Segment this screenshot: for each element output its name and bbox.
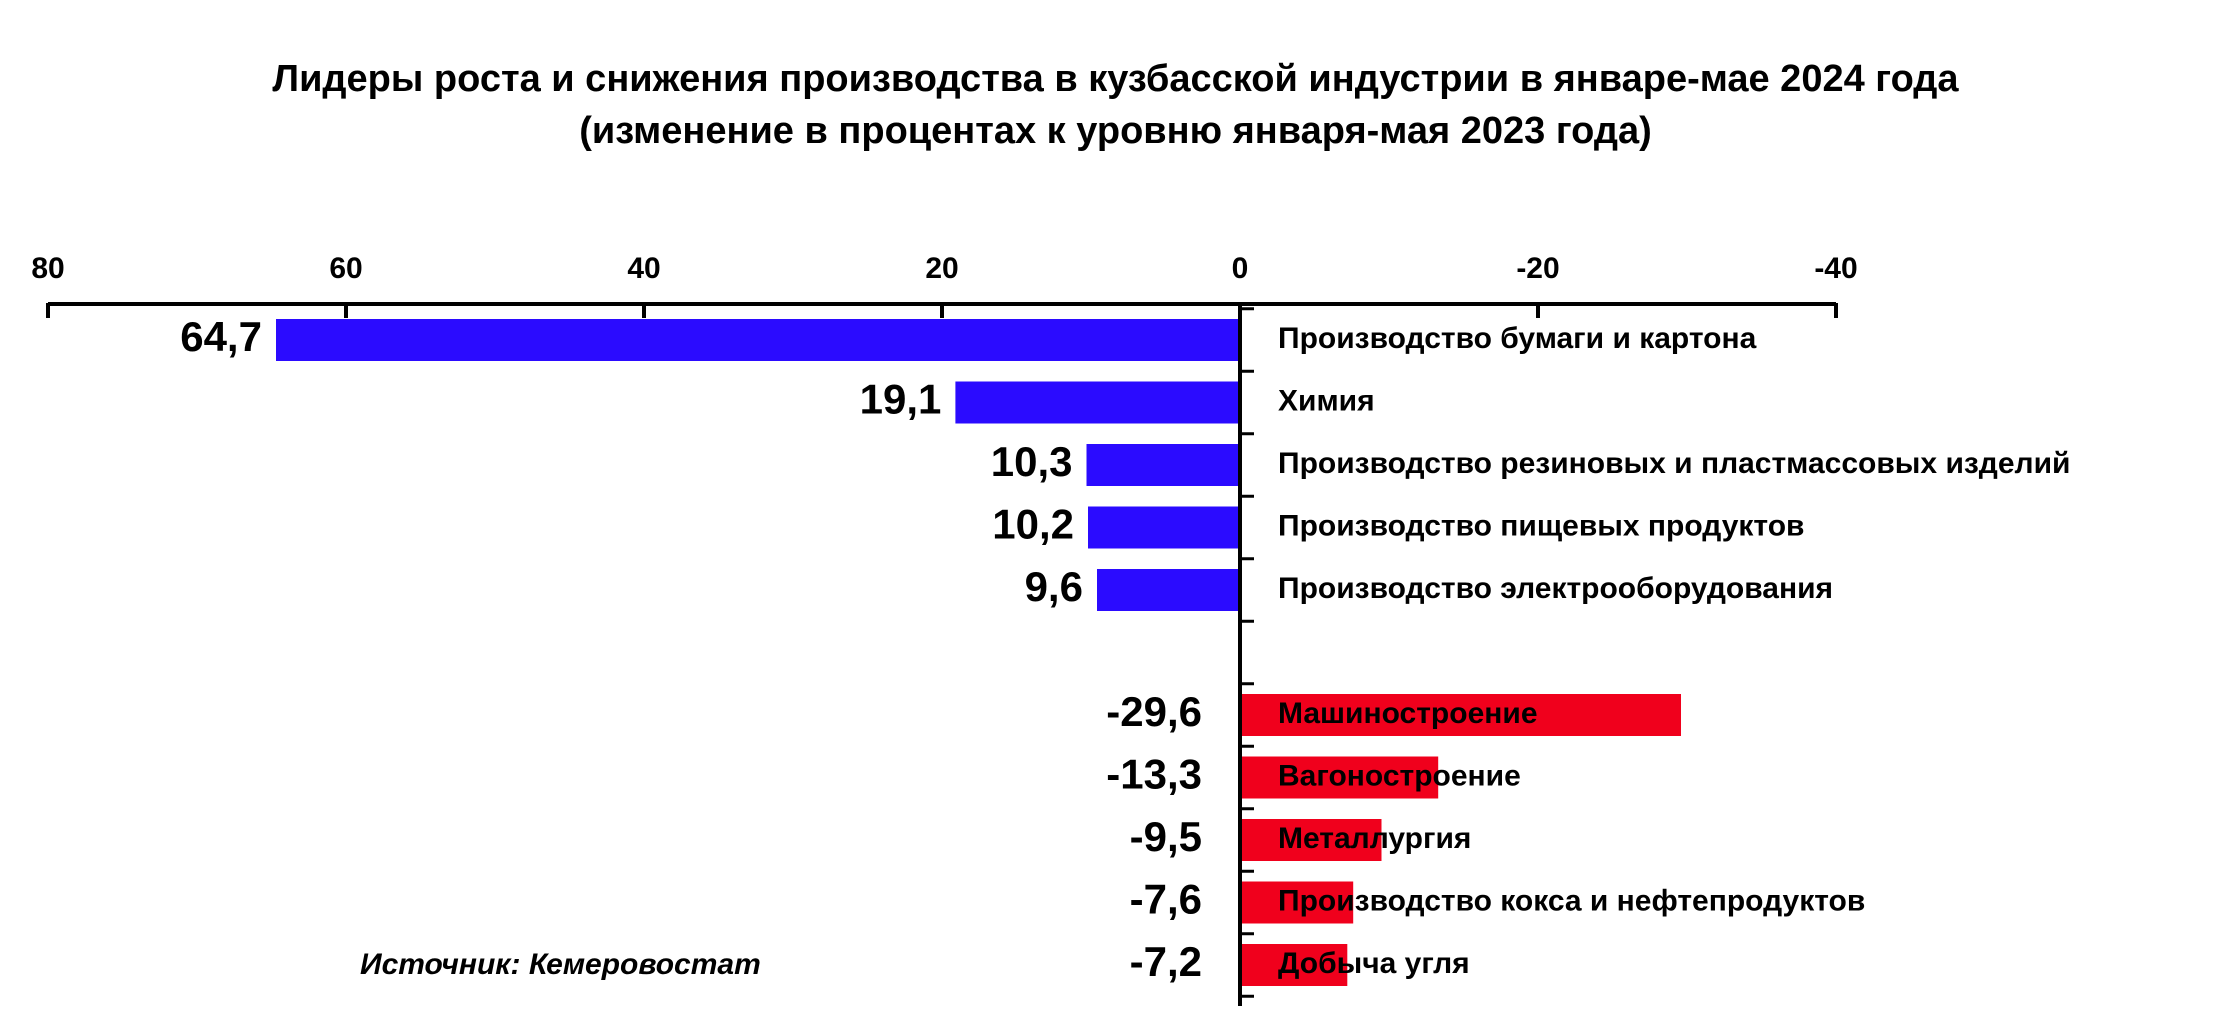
x-tick-label-2: 40: [627, 252, 660, 285]
chart-title: Лидеры роста и снижения производства в к…: [272, 58, 1959, 100]
decline-bar-2: [1240, 819, 1382, 861]
value-label-decline-2: -9,5: [1130, 813, 1202, 860]
category-label-growth-4: Производство электрооборудования: [1278, 572, 1833, 605]
value-label-growth-4: 9,6: [1025, 563, 1083, 610]
category-label-decline-0: Машиностроение: [1278, 697, 1538, 730]
category-label-decline-4: Добыча угля: [1278, 947, 1470, 980]
growth-bar-1: [955, 381, 1240, 424]
growth-bar-0: [276, 319, 1240, 361]
value-label-growth-1: 19,1: [860, 376, 942, 423]
value-label-growth-2: 10,3: [991, 438, 1073, 485]
growth-bar-3: [1088, 506, 1240, 549]
category-label-growth-3: Производство пищевых продуктов: [1278, 509, 1804, 542]
chart-subtitle: (изменение в процентах к уровню января-м…: [579, 110, 1652, 152]
decline-bar-0: [1240, 694, 1681, 736]
x-tick-label-6: -40: [1814, 252, 1857, 285]
source-note: Источник: Кемеровостат: [360, 948, 761, 981]
category-label-decline-3: Производство кокса и нефтепродуктов: [1278, 884, 1865, 917]
growth-bar-2: [1086, 444, 1240, 486]
bars-layer: [276, 319, 1681, 986]
x-tick-label-4: 0: [1232, 252, 1249, 285]
category-label-growth-1: Химия: [1278, 384, 1375, 417]
value-label-decline-4: -7,2: [1130, 938, 1202, 985]
category-label-decline-2: Металлургия: [1278, 822, 1471, 855]
value-label-decline-0: -29,6: [1106, 688, 1202, 735]
x-tick-label-5: -20: [1516, 252, 1559, 285]
category-label-growth-0: Производство бумаги и картона: [1278, 322, 1757, 355]
x-tick-label-3: 20: [925, 252, 958, 285]
decline-bar-1: [1240, 756, 1439, 799]
decline-bar-3: [1240, 881, 1354, 924]
value-label-decline-1: -13,3: [1106, 751, 1202, 798]
decline-bar-4: [1240, 944, 1348, 986]
growth-bar-4: [1097, 569, 1240, 611]
labels-layer: Производство бумаги и картона 64,7 Химия 19…: [180, 313, 2070, 985]
value-label-growth-0: 64,7: [180, 313, 262, 360]
x-tick-label-0: 80: [31, 252, 64, 285]
category-label-decline-1: Вагоностроение: [1278, 759, 1521, 792]
category-label-growth-2: Производство резиновых и пластмассовых и…: [1278, 447, 2070, 480]
value-label-decline-3: -7,6: [1130, 876, 1202, 923]
axis-layer: 80 60 40 20 0 -20 -40: [31, 252, 1858, 1006]
value-label-growth-3: 10,2: [992, 501, 1074, 548]
x-tick-label-1: 60: [329, 252, 362, 285]
